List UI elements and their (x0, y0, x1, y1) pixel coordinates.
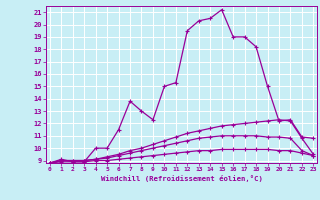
X-axis label: Windchill (Refroidissement éolien,°C): Windchill (Refroidissement éolien,°C) (101, 175, 262, 182)
